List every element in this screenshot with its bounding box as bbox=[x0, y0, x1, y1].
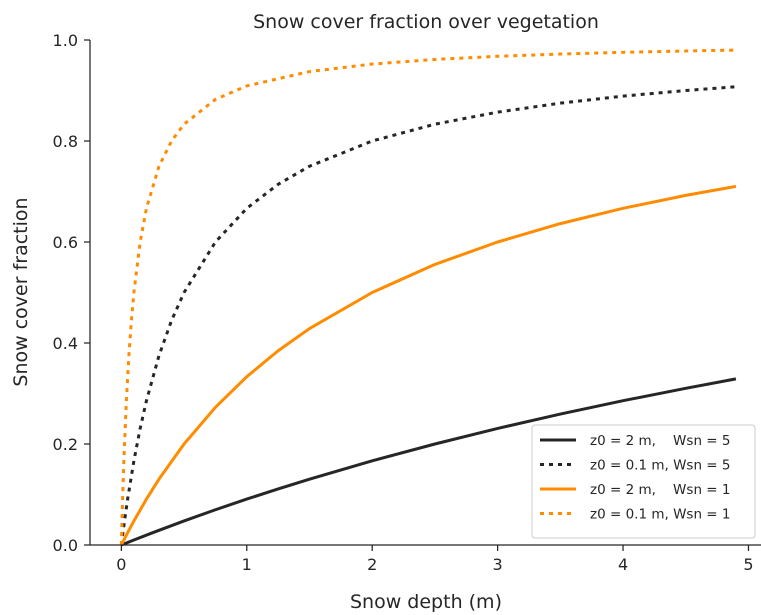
y-tick-label: 0.4 bbox=[53, 334, 78, 353]
chart-title: Snow cover fraction over vegetation bbox=[253, 11, 599, 33]
y-tick-label: 0.6 bbox=[53, 233, 78, 252]
y-tick-label: 0.0 bbox=[53, 536, 78, 555]
y-axis-label: Snow cover fraction bbox=[10, 197, 32, 386]
x-tick-label: 2 bbox=[367, 555, 377, 574]
x-ticks: 0 1 2 3 4 5 bbox=[116, 545, 754, 574]
x-axis-label: Snow depth (m) bbox=[350, 591, 502, 613]
y-tick-label: 0.2 bbox=[53, 435, 78, 454]
x-tick-label: 5 bbox=[743, 555, 753, 574]
plot-lines bbox=[119, 48, 737, 547]
legend-label: z0 = 0.1 m, Wsn = 5 bbox=[590, 458, 730, 474]
legend-box bbox=[531, 424, 756, 539]
x-tick-label: 0 bbox=[116, 555, 126, 574]
series-line-2 bbox=[120, 184, 737, 546]
x-tick-label: 3 bbox=[493, 555, 503, 574]
y-tick-label: 0.8 bbox=[53, 132, 78, 151]
y-ticks: 0.0 0.2 0.4 0.6 0.8 1.0 bbox=[53, 31, 90, 555]
x-tick-label: 4 bbox=[618, 555, 628, 574]
legend-label: z0 = 0.1 m, Wsn = 1 bbox=[590, 507, 730, 523]
legend-label: z0 = 2 m, Wsn = 5 bbox=[590, 433, 730, 449]
y-tick-label: 1.0 bbox=[53, 31, 78, 50]
legend: z0 = 2 m, Wsn = 5 z0 = 0.1 m, Wsn = 5 z0 =… bbox=[531, 424, 756, 539]
series-line-0 bbox=[120, 377, 737, 547]
legend-items: z0 = 2 m, Wsn = 5 z0 = 0.1 m, Wsn = 5 z0 =… bbox=[540, 433, 730, 523]
legend-label: z0 = 2 m, Wsn = 1 bbox=[590, 482, 730, 498]
x-tick-label: 1 bbox=[242, 555, 252, 574]
series-line-1 bbox=[119, 85, 737, 546]
